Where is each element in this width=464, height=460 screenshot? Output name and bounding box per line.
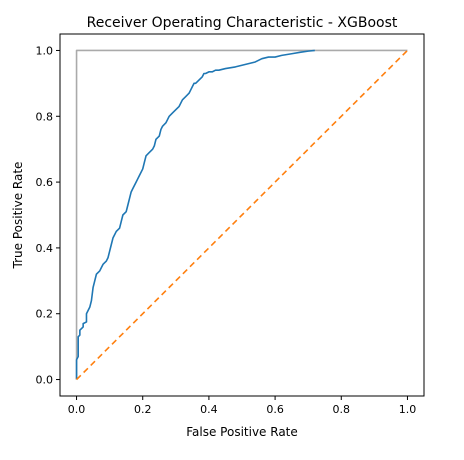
y-axis-label: True Positive Rate [11,162,25,270]
x-axis-label: False Positive Rate [186,425,298,439]
y-tick-label: 0.2 [36,308,54,321]
x-tick-label: 0.6 [266,403,284,416]
random-guess-line [75,49,409,381]
y-tick-label: 0.6 [36,176,54,189]
chart-title: Receiver Operating Characteristic - XGBo… [87,15,398,31]
x-tick-label: 0.8 [333,403,351,416]
y-tick-label: 0.8 [36,110,54,123]
x-tick-label: 0.0 [68,403,86,416]
perfect-classifier-line [75,49,408,380]
xgboost-roc-curve [75,49,315,380]
y-tick-label: 0.4 [36,242,54,255]
x-tick-label: 1.0 [399,403,417,416]
x-tick-label: 0.2 [134,403,152,416]
x-tick-label: 0.4 [200,403,218,416]
y-axis-ticks: 0.0 0.2 0.4 0.6 0.8 1.0 [36,44,60,387]
y-tick-label: 1.0 [36,44,54,57]
x-axis-ticks: 0.0 0.2 0.4 0.6 0.8 1.0 [68,396,416,416]
y-tick-label: 0.0 [36,374,54,387]
plot-frame [59,33,425,397]
series-layer [75,49,409,381]
